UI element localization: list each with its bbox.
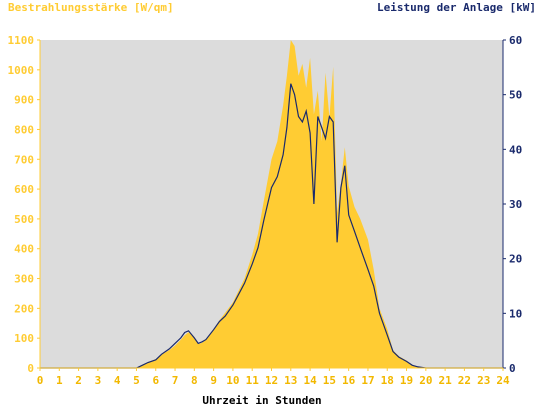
x-tick-label: 8 xyxy=(191,374,198,387)
x-tick-label: 6 xyxy=(152,374,159,387)
x-tick-label: 19 xyxy=(400,374,413,387)
x-tick-label: 12 xyxy=(265,374,278,387)
left-tick-label: 600 xyxy=(14,183,34,196)
left-tick-label: 200 xyxy=(14,302,34,315)
series-layer xyxy=(40,40,503,369)
x-tick-label: 24 xyxy=(496,374,510,387)
left-axis-title: Bestrahlungsstärke [W/qm] xyxy=(8,1,174,14)
right-axis-title: Leistung der Anlage [kW] xyxy=(377,1,536,14)
right-tick-label: 0 xyxy=(509,362,516,375)
x-tick-label: 3 xyxy=(95,374,102,387)
x-tick-label: 4 xyxy=(114,374,121,387)
ticks-layer: 0100200300400500600700800900100011000102… xyxy=(8,34,523,387)
x-tick-label: 7 xyxy=(172,374,179,387)
x-tick-label: 13 xyxy=(284,374,297,387)
x-tick-label: 18 xyxy=(381,374,394,387)
irradiance-area-series xyxy=(40,40,503,368)
right-tick-label: 20 xyxy=(509,253,522,266)
left-tick-label: 800 xyxy=(14,123,34,136)
x-tick-label: 15 xyxy=(323,374,336,387)
left-tick-label: 500 xyxy=(14,213,34,226)
right-tick-label: 30 xyxy=(509,198,522,211)
x-tick-label: 16 xyxy=(342,374,356,387)
x-axis-label: Uhrzeit in Stunden xyxy=(202,394,322,407)
power-line-series xyxy=(40,83,503,369)
x-tick-label: 17 xyxy=(361,374,374,387)
right-tick-label: 60 xyxy=(509,34,522,47)
x-tick-label: 0 xyxy=(37,374,44,387)
right-tick-label: 40 xyxy=(509,143,522,156)
left-tick-label: 300 xyxy=(14,273,34,286)
left-tick-label: 1000 xyxy=(8,64,35,77)
right-tick-label: 10 xyxy=(509,307,522,320)
x-tick-label: 21 xyxy=(439,374,453,387)
x-tick-label: 22 xyxy=(458,374,471,387)
x-tick-label: 2 xyxy=(75,374,82,387)
left-tick-label: 400 xyxy=(14,243,34,256)
left-tick-label: 100 xyxy=(14,332,34,345)
right-tick-label: 50 xyxy=(509,89,522,102)
x-tick-label: 9 xyxy=(210,374,217,387)
x-tick-label: 5 xyxy=(133,374,140,387)
x-tick-label: 14 xyxy=(303,374,317,387)
x-tick-label: 1 xyxy=(56,374,63,387)
left-tick-label: 0 xyxy=(27,362,34,375)
left-tick-label: 900 xyxy=(14,94,34,107)
left-tick-label: 1100 xyxy=(8,34,35,47)
x-tick-label: 10 xyxy=(226,374,239,387)
x-tick-label: 11 xyxy=(246,374,260,387)
left-tick-label: 700 xyxy=(14,153,34,166)
x-tick-label: 20 xyxy=(419,374,432,387)
x-tick-label: 23 xyxy=(477,374,490,387)
